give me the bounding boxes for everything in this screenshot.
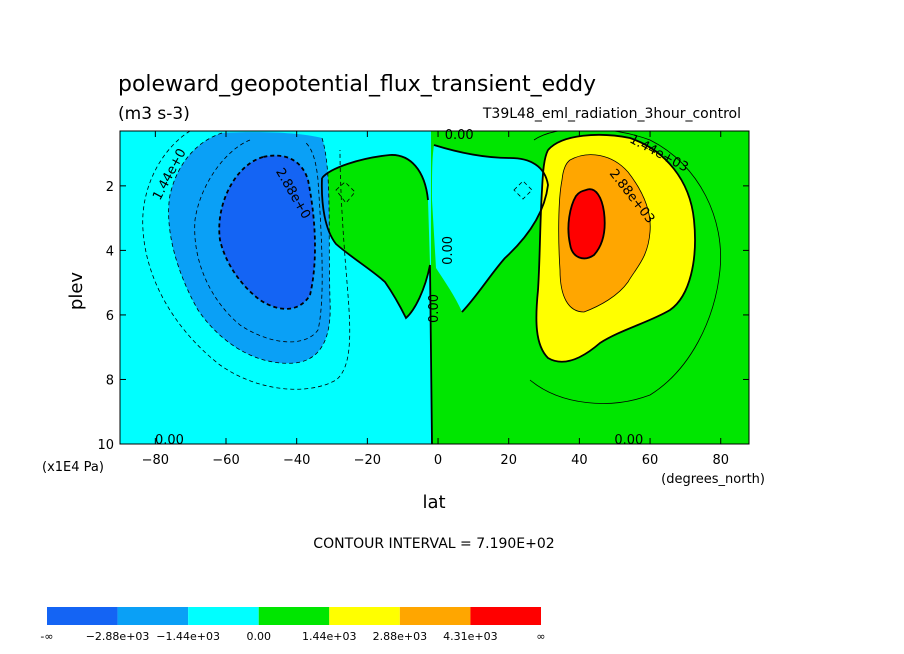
fill-negative-2 — [219, 155, 315, 309]
contour-label: 0.00 — [441, 236, 456, 265]
contour-negative-3 — [218, 154, 316, 310]
x-tick-label: −60 — [212, 453, 239, 468]
colorbar-level-label: 1.44e+03 — [302, 630, 356, 643]
x-tick-label: 80 — [712, 453, 729, 468]
contour-label: 0.00 — [614, 433, 643, 448]
contour-label: 0.00 — [155, 433, 184, 448]
subtitle: T39L48_eml_radiation_3hour_control — [482, 106, 741, 122]
contour-positive-1 — [535, 134, 696, 363]
colorbar-level-label: 4.31e+03 — [443, 630, 497, 643]
contour-zero-south — [320, 177, 433, 444]
contour-zero-north — [433, 144, 549, 313]
x-axis-units: (degrees_north) — [661, 472, 765, 487]
y-tick-label: 6 — [106, 309, 114, 324]
contour-zero-top — [321, 154, 429, 201]
colorbar-swatch — [47, 607, 118, 625]
contour-label: 0.00 — [427, 294, 442, 323]
chart-title: poleward_geopotential_flux_transient_edd… — [118, 72, 596, 97]
contour-negative-outer — [142, 131, 351, 390]
x-tick-label: −40 — [283, 453, 310, 468]
y-tick-label: 4 — [106, 244, 114, 259]
fill-positive-3 — [568, 189, 605, 259]
fill-tropical-green-tongue — [321, 154, 430, 318]
x-axis-label: lat — [422, 492, 445, 513]
y-axis: 2 4 6 8 10 — [97, 180, 749, 453]
x-axis: −80 −60 −40 −20 0 20 40 60 80 — [142, 131, 729, 468]
colorbar-level-label: ∞ — [536, 630, 545, 643]
x-tick-label: −20 — [354, 453, 381, 468]
colorbar-level-label: 2.88e+03 — [373, 630, 427, 643]
colorbar-swatch — [117, 607, 189, 625]
contour-tropical-negative — [335, 180, 533, 204]
fill-tropical-cyan-tongue — [432, 145, 548, 312]
y-axis-units: (x1E4 Pa) — [42, 460, 104, 475]
colorbar-swatch — [258, 607, 330, 625]
contour-negative-2 — [194, 139, 323, 343]
colorbar-swatch — [470, 607, 541, 625]
colorbar-level-label: 0.00 — [246, 630, 271, 643]
contour-interval-text: CONTOUR INTERVAL = 7.190E+02 — [313, 536, 554, 552]
contour-label: 0.00 — [445, 128, 474, 143]
y-axis-label: plev — [66, 272, 87, 311]
colorbar-level-label: -∞ — [40, 630, 53, 643]
contour-positive-3 — [567, 188, 606, 260]
x-tick-label: 20 — [500, 453, 517, 468]
contour-negative-1 — [168, 132, 331, 364]
y-tick-label: 10 — [97, 438, 114, 453]
colorbar-level-label: −2.88e+03 — [86, 630, 150, 643]
plot-frame — [119, 130, 750, 445]
colorbar-level-label: −1.44e+03 — [156, 630, 220, 643]
colorbar-swatch — [188, 607, 259, 625]
colorbar-swatch — [329, 607, 400, 625]
units-label: (m3 s-3) — [118, 104, 190, 124]
colorbar-swatch — [399, 607, 471, 625]
y-tick-label: 2 — [106, 180, 114, 195]
colorbar: -∞ −2.88e+03 −1.44e+03 0.00 1.44e+03 2.88e+03… — [40, 607, 546, 643]
x-tick-label: −80 — [142, 453, 169, 468]
contour-positive-2 — [558, 154, 651, 313]
x-tick-label: 60 — [642, 453, 659, 468]
x-tick-label: 40 — [571, 453, 588, 468]
contour-fill-layer — [120, 131, 749, 444]
x-tick-label: 0 — [434, 453, 442, 468]
y-tick-label: 8 — [106, 373, 114, 388]
